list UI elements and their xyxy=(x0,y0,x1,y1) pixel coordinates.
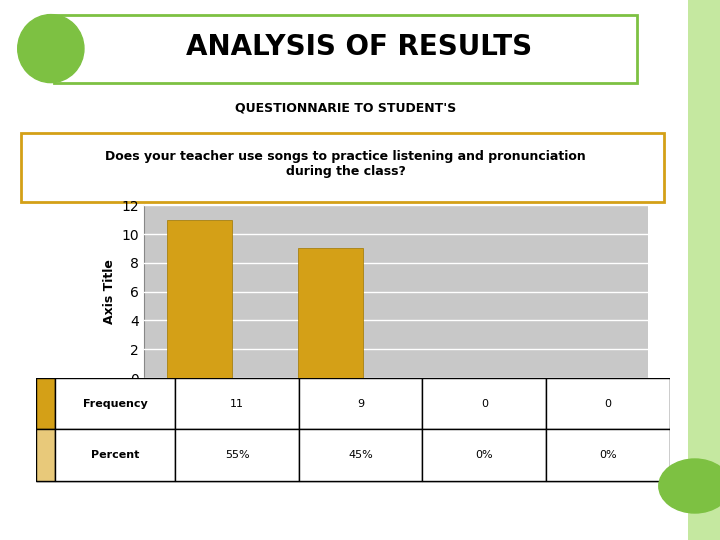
Bar xyxy=(167,220,233,378)
Bar xyxy=(299,429,423,481)
Bar xyxy=(299,378,423,429)
Bar xyxy=(298,248,364,378)
Bar xyxy=(423,378,546,429)
Bar xyxy=(36,429,55,481)
Bar xyxy=(546,378,670,429)
Text: 11: 11 xyxy=(230,399,244,409)
Text: Percent: Percent xyxy=(91,450,140,460)
Text: ANALYSIS OF RESULTS: ANALYSIS OF RESULTS xyxy=(186,33,532,61)
Text: QUESTIONNARIE TO STUDENT'S: QUESTIONNARIE TO STUDENT'S xyxy=(235,102,456,114)
Bar xyxy=(298,373,364,378)
Ellipse shape xyxy=(18,15,84,83)
Bar xyxy=(167,372,233,378)
Text: 55%: 55% xyxy=(225,450,250,460)
Text: 0%: 0% xyxy=(599,450,616,460)
Text: Does your teacher use songs to practice listening and pronunciation
during the c: Does your teacher use songs to practice … xyxy=(105,150,586,178)
Text: 0: 0 xyxy=(481,399,487,409)
Bar xyxy=(423,429,546,481)
Bar xyxy=(55,378,176,429)
Bar xyxy=(176,429,299,481)
Text: 0: 0 xyxy=(604,399,611,409)
Bar xyxy=(55,429,176,481)
Bar xyxy=(36,378,670,481)
Text: 0%: 0% xyxy=(475,450,493,460)
Bar xyxy=(54,15,637,83)
Bar xyxy=(36,378,55,429)
Text: 9: 9 xyxy=(357,399,364,409)
Bar xyxy=(176,378,299,429)
Y-axis label: Axis Title: Axis Title xyxy=(103,259,116,324)
Bar xyxy=(546,429,670,481)
Text: 45%: 45% xyxy=(348,450,373,460)
Text: Frequency: Frequency xyxy=(83,399,148,409)
